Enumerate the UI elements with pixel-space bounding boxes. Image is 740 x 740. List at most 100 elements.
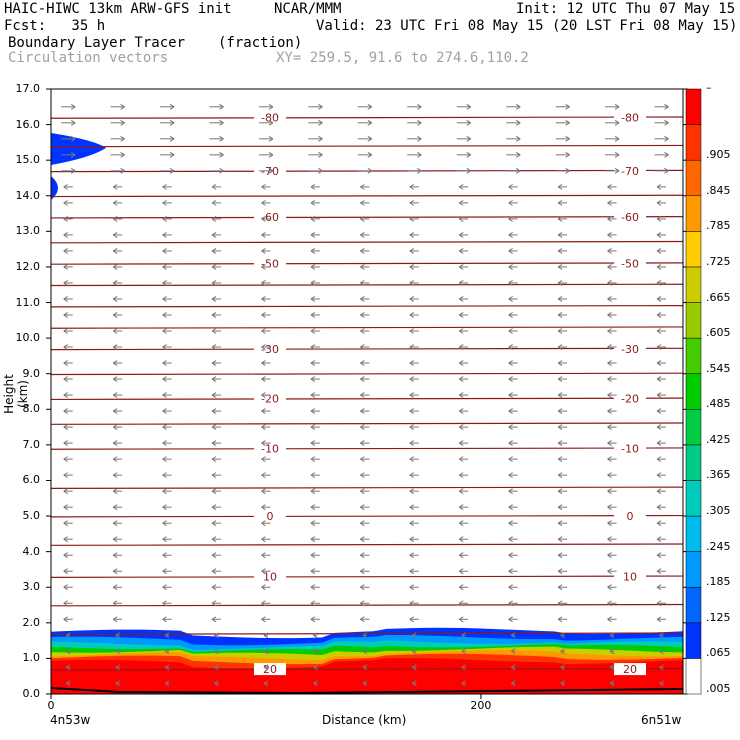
circulation-vector (63, 520, 73, 527)
circulation-vector (362, 680, 368, 687)
y-tick-label: 14.0 (15, 188, 41, 202)
circulation-vector (656, 440, 667, 447)
circulation-vector (607, 392, 617, 398)
circulation-vector (508, 248, 518, 254)
circulation-vector (310, 328, 320, 334)
circulation-vector (112, 231, 123, 238)
colorbar-swatch (685, 409, 702, 446)
circulation-vector (112, 456, 123, 463)
circulation-vector (409, 472, 419, 479)
isotherm-label-bg (254, 570, 286, 583)
circulation-vector (656, 231, 667, 238)
y-tick-label: 0.0 (22, 687, 41, 700)
circulation-vector (261, 376, 271, 382)
circulation-vector (357, 119, 373, 126)
circulation-vector (409, 215, 419, 222)
circulation-vector (656, 472, 667, 479)
colorbar-label: .305 (706, 504, 731, 518)
isotherm-label-bg (614, 663, 646, 676)
circulation-vector (360, 424, 370, 431)
circulation-vector (310, 520, 320, 527)
isotherm-line (50, 216, 684, 219)
colorbar-label: .065 (706, 646, 731, 660)
circulation-vector (458, 231, 469, 238)
circulation-vector (63, 408, 73, 414)
y-tick-label: 7.0 (22, 437, 41, 451)
circulation-vector (160, 103, 175, 110)
circulation-vector (360, 472, 370, 479)
circulation-vector (409, 280, 419, 286)
cross-section-endpoints: XY= 259.5, 91.6 to 274.6,110.2 (276, 50, 529, 66)
y-tick-label: 5.0 (22, 509, 41, 523)
circulation-vector (162, 488, 172, 495)
isotherm-label-bg (254, 510, 286, 523)
circulation-vector (508, 568, 518, 575)
circulation-vector (607, 600, 617, 607)
circulation-vector (112, 616, 123, 623)
circulation-vector (63, 328, 73, 334)
colorbar-swatch (685, 124, 702, 161)
colorbar-swatch (685, 302, 702, 339)
circulation-vector (112, 488, 123, 495)
circulation-vector (458, 552, 469, 559)
circulation-vector (258, 135, 274, 142)
circulation-vector (508, 584, 518, 591)
circulation-vector (409, 616, 419, 623)
circulation-vector (162, 328, 172, 334)
circulation-vector (656, 536, 667, 543)
circulation-vector (656, 616, 667, 623)
circulation-vector (510, 664, 516, 671)
circulation-vector (560, 648, 565, 655)
circulation-vector (261, 215, 271, 222)
circulation-vector (555, 119, 570, 126)
circulation-vector (607, 424, 617, 431)
circulation-vector (162, 472, 172, 479)
circulation-vector (560, 664, 565, 671)
circulation-vector (63, 376, 73, 382)
isotherm-label-bg (614, 257, 646, 270)
vectors-label: Circulation vectors (8, 50, 169, 66)
isotherm-line (50, 304, 684, 308)
circulation-vector (456, 151, 471, 158)
circulation-vector (160, 167, 175, 174)
circulation-vector (211, 392, 222, 398)
isotherm-line (50, 603, 684, 607)
circulation-vector (211, 231, 222, 238)
circulation-vector (508, 520, 518, 527)
circulation-vector (211, 296, 222, 302)
circulation-vector (263, 680, 269, 687)
circulation-vector (607, 520, 617, 527)
circulation-vector (508, 199, 518, 206)
circulation-vector (162, 215, 172, 222)
circulation-vector (261, 328, 271, 334)
circulation-vector (310, 280, 320, 286)
circulation-vector (607, 440, 617, 447)
colorbar-label: .725 (706, 254, 731, 268)
circulation-vector (607, 183, 617, 190)
circulation-vector (211, 568, 222, 575)
circulation-vector (654, 103, 669, 110)
colorbar-swatch (685, 231, 702, 268)
circulation-vector (261, 199, 271, 206)
circulation-vector (510, 680, 516, 687)
circulation-vector (461, 648, 466, 655)
colorbar-label: .785 (706, 219, 731, 233)
circulation-vector (458, 199, 469, 206)
circulation-vector (162, 424, 172, 431)
circulation-vector (162, 536, 172, 543)
circulation-vector (360, 231, 370, 238)
circulation-vector (656, 488, 667, 495)
circulation-vector (656, 392, 667, 398)
circulation-vector (409, 520, 419, 527)
circulation-vector (360, 584, 370, 591)
circulation-vector (557, 392, 568, 398)
circulation-vector (409, 296, 419, 302)
circulation-vector (112, 600, 123, 607)
circulation-vector (258, 167, 274, 174)
circulation-vector (211, 488, 222, 495)
circulation-vector (458, 264, 469, 270)
x-tick-label: 0 (48, 699, 55, 712)
circulation-vector (211, 199, 222, 206)
circulation-vector (211, 440, 222, 447)
circulation-vector (557, 280, 568, 286)
